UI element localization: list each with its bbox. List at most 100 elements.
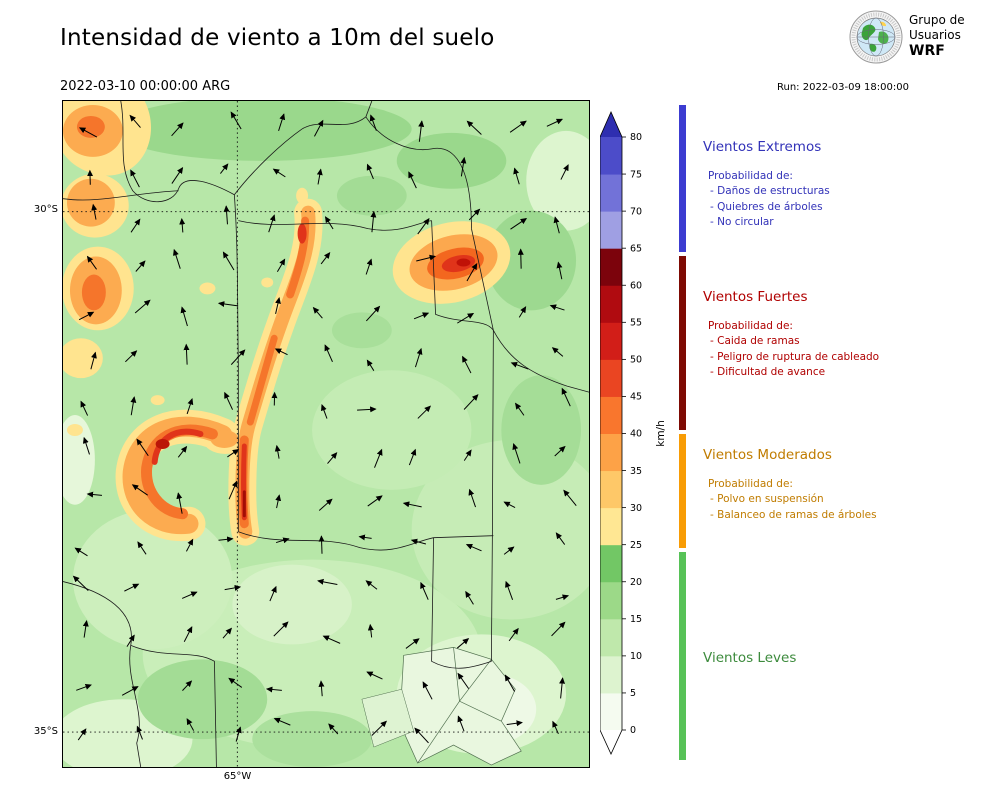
wind-arrow [369, 114, 377, 131]
logo-text: Grupo de Usuarios WRF [909, 10, 965, 60]
wind-arrow [466, 262, 478, 282]
wind-arrow [126, 634, 135, 647]
legend-title-fuertes: Vientos Fuertes [703, 289, 808, 305]
wind-arrow [186, 718, 195, 731]
wind-arrow [414, 347, 423, 368]
wind-arrow [275, 297, 281, 314]
legend-subtitle: Probabilidad de: [708, 170, 793, 182]
svg-text:0: 0 [630, 725, 636, 736]
lon-tick-65w: 65°W [223, 771, 252, 782]
logo-text-line1: Grupo de [909, 13, 965, 27]
wind-map-canvas [63, 101, 589, 767]
wind-arrow [130, 169, 140, 188]
wind-arrow [176, 492, 183, 514]
wind-arrow [223, 205, 230, 225]
wind-arrow [551, 621, 566, 637]
wind-arrow [563, 489, 577, 506]
wind-arrow [328, 723, 339, 735]
wind-arrow [552, 720, 559, 735]
wind-arrow [124, 583, 140, 592]
wind-arrow [556, 261, 563, 280]
wind-arrow [228, 480, 238, 500]
wind-arrow [272, 168, 286, 178]
legend-subtitle: Probabilidad de: [708, 478, 793, 490]
legend-strip-moderados [679, 433, 686, 548]
wind-arrow [274, 348, 288, 356]
wind-arrow [130, 218, 141, 233]
lat-tick-35s: 35°S [33, 726, 58, 737]
wind-arrow [463, 394, 479, 410]
svg-text:70: 70 [630, 206, 642, 217]
wind-arrow [503, 501, 516, 509]
wind-arrow [324, 344, 333, 363]
wind-arrow [181, 591, 198, 599]
legend-item: - Daños de estructuras [710, 185, 830, 197]
svg-text:75: 75 [630, 169, 642, 180]
wind-arrow [510, 217, 528, 230]
legend-item: - Dificultad de avance [710, 366, 826, 378]
svg-text:60: 60 [630, 280, 642, 291]
wind-arrow [276, 258, 286, 273]
wind-arrow [370, 210, 377, 233]
wind-arrow [456, 638, 470, 649]
wind-arrow [185, 538, 194, 552]
wind-arrow [371, 720, 387, 736]
valid-time-label: 2022-03-10 00:00:00 ARG [60, 79, 231, 94]
legend-section-moderados: Vientos Moderados Probabilidad de: - Pol… [703, 447, 995, 523]
wind-arrow [82, 436, 90, 455]
wind-arrow [269, 585, 277, 602]
wind-map [62, 100, 590, 768]
wind-arrow [553, 216, 560, 234]
wind-arrow [135, 260, 146, 272]
wind-arrow [268, 214, 276, 233]
wind-arrow [318, 535, 325, 554]
wind-arrow [405, 638, 420, 649]
legend-title-extremos: Vientos Extremos [703, 139, 822, 155]
wind-arrow [324, 216, 334, 230]
wind-arrow [136, 438, 149, 457]
wind-arrow [224, 391, 234, 410]
wind-arrow [462, 355, 472, 374]
wind-arrow [76, 684, 92, 691]
wind-arrow [460, 156, 467, 177]
wind-arrow [183, 343, 190, 365]
wrf-globe-icon [849, 10, 903, 64]
page-title: Intensidad de viento a 10m del suelo [60, 25, 495, 51]
wind-arrow [318, 680, 325, 697]
wind-arrow [275, 494, 282, 509]
wind-arrow [136, 725, 143, 740]
wind-arrow [422, 681, 433, 700]
wind-arrow [408, 171, 417, 189]
wind-arrow [512, 443, 521, 464]
wind-arrow [91, 203, 98, 220]
wind-arrow [357, 406, 377, 413]
wind-arrow [222, 627, 233, 639]
wind-arrow [131, 484, 148, 496]
wind-arrow [273, 621, 289, 637]
wind-arrow [555, 594, 570, 601]
wind-arrow [457, 672, 470, 689]
wind-arrow [510, 361, 529, 370]
wind-arrow [183, 626, 193, 643]
svg-text:km/h: km/h [655, 420, 667, 447]
legend-title-leves: Vientos Leves [703, 650, 797, 666]
svg-text:50: 50 [630, 355, 642, 366]
wind-arrow [560, 164, 569, 180]
svg-text:40: 40 [630, 429, 642, 440]
wind-arrow [465, 543, 482, 552]
wind-arrow [228, 677, 243, 688]
legend-item: - No circular [710, 216, 774, 228]
legend-strip-leves [679, 551, 686, 760]
colorbar: 0 5 10 15 20 25 30 35 40 45 50 55 60 65 70 75 80 km/h [600, 111, 667, 755]
wind-arrow [182, 680, 193, 691]
wind-arrow [367, 623, 374, 638]
legend-section-extremos: Vientos Extremos Probabilidad de: - Daño… [703, 139, 995, 231]
wind-arrow [275, 537, 290, 544]
legend-strip-fuertes [679, 256, 686, 430]
wind-arrow [314, 119, 324, 137]
legend-section-fuertes: Vientos Fuertes Probabilidad de: - Caida… [703, 289, 995, 381]
svg-text:65: 65 [630, 243, 642, 254]
wind-arrow [318, 498, 333, 511]
wind-arrow [129, 114, 141, 128]
